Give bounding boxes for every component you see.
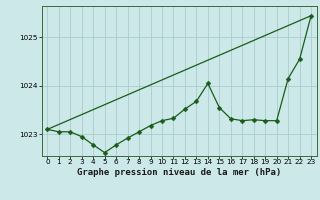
X-axis label: Graphe pression niveau de la mer (hPa): Graphe pression niveau de la mer (hPa) — [77, 168, 281, 177]
